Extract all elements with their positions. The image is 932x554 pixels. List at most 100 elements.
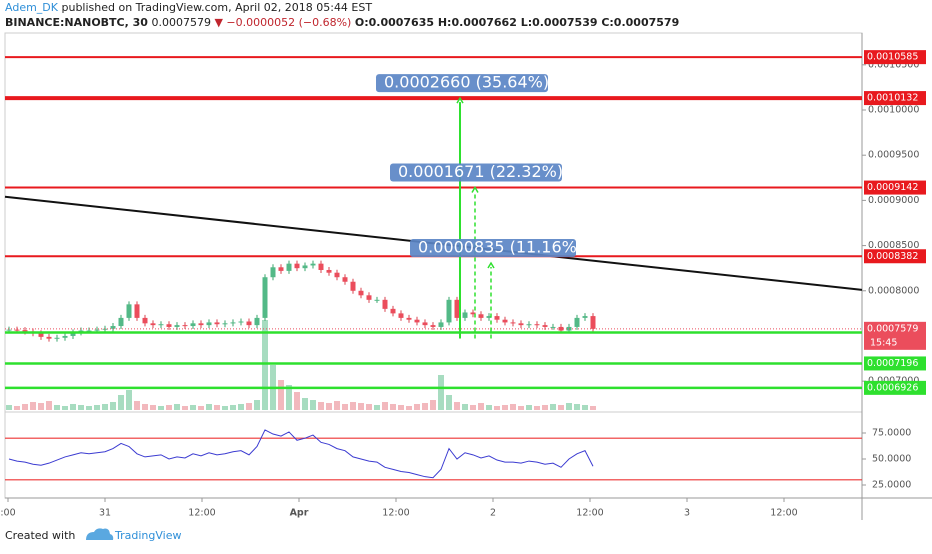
candle — [350, 281, 356, 291]
candle — [454, 299, 460, 318]
level-label: 0.0010585 — [867, 52, 918, 63]
volume-bar — [286, 385, 292, 410]
candle — [22, 330, 28, 332]
volume-bar — [494, 406, 500, 410]
measure-arrowhead — [471, 186, 479, 193]
level-label-box — [864, 380, 926, 395]
x-tick-label: Apr — [290, 508, 309, 519]
measure-arrowhead — [456, 96, 464, 104]
candle — [38, 333, 44, 337]
change: ▼ −0.0000052 (−0.68%) — [214, 16, 351, 29]
volume-bar — [94, 405, 100, 410]
candle — [326, 269, 332, 273]
volume-bar — [430, 400, 436, 410]
candle — [446, 299, 452, 323]
x-tick-label: 2 — [490, 508, 496, 519]
volume-bar — [382, 402, 388, 410]
volume-bar — [294, 392, 300, 410]
x-tick-label: 3 — [684, 508, 690, 519]
volume-bar — [582, 405, 588, 410]
y-tick-label: 0.0008000 — [868, 285, 919, 296]
volume-bar — [542, 405, 548, 410]
volume-bar — [446, 395, 452, 410]
volume-bar — [350, 402, 356, 410]
volume-bar — [502, 405, 508, 410]
level-label: 0.0009142 — [867, 182, 918, 193]
candle — [518, 323, 524, 326]
last-price-box — [864, 321, 926, 350]
volume-bar — [78, 405, 84, 410]
volume-bar — [262, 320, 268, 410]
candle — [398, 313, 404, 318]
level-label-box — [864, 356, 926, 371]
y-tick-label: 75.0000 — [872, 427, 911, 438]
volume-bar — [174, 404, 180, 410]
header-line: Adem_DK published on TradingView.com, Ap… — [5, 1, 372, 14]
volume-bar — [342, 404, 348, 410]
candle — [582, 316, 588, 318]
volume-bar — [422, 403, 428, 410]
volume-bar — [166, 405, 172, 410]
footer-brand[interactable]: TradingView — [114, 529, 181, 542]
candle — [494, 316, 500, 320]
volume-bar — [398, 405, 404, 410]
candle — [310, 263, 316, 266]
level-label: 0.0007196 — [867, 358, 918, 369]
candle — [270, 267, 276, 278]
candle — [230, 322, 236, 324]
volume-bar — [246, 403, 252, 410]
y-tick-label: 0.0010500 — [868, 59, 919, 70]
y-tick-label: 0.0008500 — [868, 240, 919, 251]
candle — [150, 323, 156, 326]
volume-bar — [70, 404, 76, 410]
candle — [542, 325, 548, 327]
candle — [470, 312, 476, 315]
logo[interactable] — [86, 528, 114, 540]
candle — [574, 317, 580, 327]
candle — [238, 321, 244, 323]
candle — [550, 326, 556, 328]
measure-label-box — [376, 74, 548, 93]
volume-bar — [14, 406, 20, 410]
rsi-line — [8, 429, 594, 479]
volume-bar — [574, 404, 580, 410]
candle — [110, 326, 116, 329]
candle — [590, 316, 596, 329]
candle — [262, 277, 268, 318]
candle — [342, 277, 348, 282]
candle — [206, 322, 212, 326]
volume-bar — [302, 398, 308, 410]
volume-bar — [182, 406, 188, 410]
volume-bar — [310, 400, 316, 410]
candle — [158, 324, 164, 326]
measure-label: 0.0001671 (22.32%) 1671 — [398, 162, 609, 181]
candle — [46, 336, 52, 339]
level-label-box — [864, 180, 926, 195]
volume-bar — [30, 402, 36, 410]
volume-bar — [390, 404, 396, 410]
level-label-box — [864, 50, 926, 65]
volume-bar — [550, 404, 556, 410]
candle — [438, 322, 444, 327]
volume-bar — [126, 390, 132, 410]
volume-bar — [366, 404, 372, 410]
candle — [302, 265, 308, 269]
candle — [142, 317, 148, 324]
author[interactable]: Adem_DK — [5, 1, 59, 14]
x-tick-label: 12:00 — [770, 508, 797, 519]
candle — [14, 329, 20, 331]
footer-created: Created with — [5, 529, 75, 542]
measure-label: 0.0000835 (11.16%) 835 — [418, 238, 619, 257]
candle — [294, 263, 300, 269]
measure-label-box — [390, 163, 562, 182]
volume-bar — [102, 404, 108, 410]
measure-label: 0.0002660 (35.64%) 2660 — [384, 73, 595, 92]
volume-bar — [358, 403, 364, 410]
volume-bar — [142, 404, 148, 410]
volume-bar — [526, 405, 532, 410]
ohlc: O:0.0007635 H:0.0007662 L:0.0007539 C:0.… — [355, 16, 679, 29]
candle — [54, 337, 60, 339]
last: 0.0007579 — [151, 16, 211, 29]
candle — [318, 263, 324, 270]
volume-bar — [214, 405, 220, 410]
